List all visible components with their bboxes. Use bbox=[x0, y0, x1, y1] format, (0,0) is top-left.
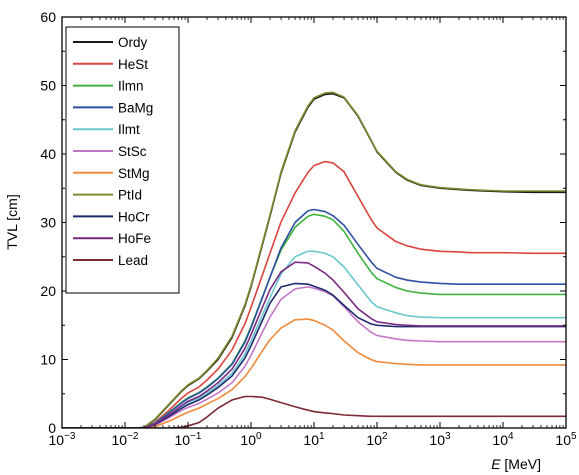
y-axis-title: TVL [cm] bbox=[4, 194, 20, 250]
x-tick-label-exponent: 4 bbox=[508, 431, 514, 442]
legend-label-bamg: BaMg bbox=[118, 100, 153, 115]
y-tick-label: 60 bbox=[40, 9, 56, 25]
x-tick-label-exponent: −2 bbox=[127, 431, 139, 442]
x-tick-label: 104 bbox=[492, 431, 514, 448]
x-axis-title-symbol: E bbox=[491, 456, 501, 472]
x-tick-label: 10−1 bbox=[175, 431, 202, 448]
legend-label-hest: HeSt bbox=[118, 57, 148, 72]
x-tick-label-base: 10 bbox=[492, 432, 508, 448]
x-tick-label-exponent: 2 bbox=[382, 431, 388, 442]
legend-label-hocr: HoCr bbox=[118, 209, 150, 224]
legend: Ordy HeSt Ilmn BaMg Ilmt StSc StMg PtId HoCr HoFe… bbox=[65, 26, 180, 294]
x-tick-label: 101 bbox=[303, 431, 325, 448]
series-line-hocr bbox=[62, 282, 566, 428]
y-tick-label: 50 bbox=[40, 78, 56, 94]
x-tick-label-base: 10 bbox=[49, 432, 65, 448]
x-tick-label-exponent: −3 bbox=[64, 431, 76, 442]
x-tick-label-base: 10 bbox=[240, 432, 256, 448]
x-axis-title: E [MeV] bbox=[491, 456, 541, 472]
y-tick-label: 40 bbox=[40, 146, 56, 162]
x-tick-label-exponent: 0 bbox=[256, 431, 262, 442]
series-line-lead bbox=[62, 395, 566, 428]
legend-label-lead: Lead bbox=[118, 253, 148, 268]
legend-label-ilmt: Ilmt bbox=[118, 122, 140, 137]
legend-label-stsc: StSc bbox=[118, 144, 147, 159]
x-tick-label-exponent: 5 bbox=[571, 431, 577, 442]
x-tick-label: 105 bbox=[555, 431, 577, 448]
x-tick-label: 100 bbox=[240, 431, 262, 448]
legend-label-ptid: PtId bbox=[118, 188, 142, 203]
x-tick-label-exponent: 3 bbox=[445, 431, 451, 442]
series-layer bbox=[62, 91, 566, 428]
y-tick-label: 0 bbox=[48, 420, 56, 436]
x-tick-label-base: 10 bbox=[112, 432, 128, 448]
y-tick-label: 10 bbox=[40, 352, 56, 368]
legend-label-stmg: StMg bbox=[118, 166, 150, 181]
legend-label-ilmn: Ilmn bbox=[118, 79, 144, 94]
x-tick-label: 10−3 bbox=[49, 431, 76, 448]
x-tick-label-base: 10 bbox=[303, 432, 319, 448]
legend-label-ordy: Ordy bbox=[118, 35, 148, 50]
x-tick-label: 10−2 bbox=[112, 431, 139, 448]
x-tick-label-exponent: −1 bbox=[190, 431, 202, 442]
x-tick-label-exponent: 1 bbox=[319, 431, 325, 442]
x-tick-label-base: 10 bbox=[366, 432, 382, 448]
series-line-stsc bbox=[62, 286, 566, 428]
x-tick-label: 102 bbox=[366, 431, 388, 448]
x-tick-label: 103 bbox=[429, 431, 451, 448]
y-tick-label: 30 bbox=[40, 215, 56, 231]
y-tick-label: 20 bbox=[40, 283, 56, 299]
x-tick-label-base: 10 bbox=[175, 432, 191, 448]
legend-box bbox=[65, 26, 180, 294]
x-tick-label-base: 10 bbox=[429, 432, 445, 448]
legend-label-hofe: HoFe bbox=[118, 231, 151, 246]
series-line-hofe bbox=[62, 261, 566, 428]
x-axis-title-unit: [MeV] bbox=[501, 456, 541, 472]
x-tick-label-base: 10 bbox=[555, 432, 571, 448]
series-line-ptid bbox=[62, 91, 566, 428]
